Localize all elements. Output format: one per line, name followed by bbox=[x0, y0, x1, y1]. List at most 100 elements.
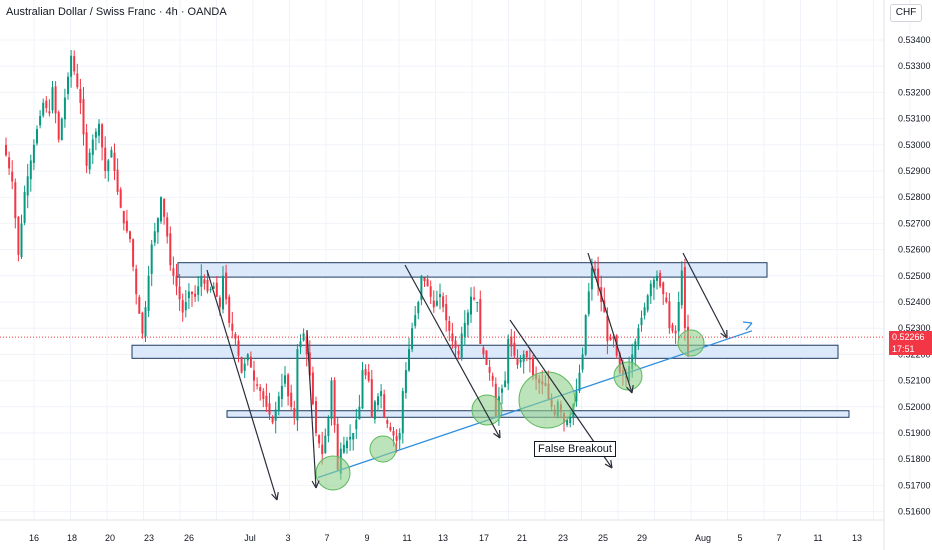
highlight-circle bbox=[518, 371, 576, 429]
candle-body bbox=[677, 302, 680, 332]
candle-body bbox=[386, 420, 389, 424]
candle-body bbox=[507, 338, 510, 384]
projection-arrow bbox=[682, 252, 728, 339]
candle-body bbox=[225, 272, 228, 300]
candle-body bbox=[132, 239, 135, 267]
candle-body bbox=[373, 401, 376, 420]
candle-body bbox=[389, 426, 392, 431]
candle-body bbox=[299, 341, 302, 348]
candle-body bbox=[268, 403, 271, 415]
candle-body bbox=[423, 277, 426, 282]
candle-body bbox=[150, 244, 153, 274]
candle-body bbox=[11, 171, 14, 182]
time-tick-label: 23 bbox=[144, 533, 154, 543]
candle-body bbox=[8, 157, 11, 169]
candle-body bbox=[640, 317, 643, 326]
candle-body bbox=[39, 115, 42, 126]
candle-body bbox=[253, 370, 255, 381]
candle-body bbox=[240, 357, 243, 373]
candle-body bbox=[476, 302, 479, 303]
time-tick-label: 5 bbox=[737, 533, 742, 543]
candle-body bbox=[466, 312, 469, 325]
currency-selector[interactable]: CHF bbox=[890, 4, 922, 22]
candle-body bbox=[349, 436, 352, 440]
candle-body bbox=[597, 268, 600, 287]
candle-body bbox=[280, 385, 283, 399]
candle-body bbox=[426, 279, 429, 287]
candle-body bbox=[612, 337, 615, 339]
candle-body bbox=[330, 380, 333, 419]
projection-arrowhead bbox=[626, 384, 634, 394]
time-tick-label: 11 bbox=[813, 533, 822, 543]
candle-body bbox=[637, 328, 640, 345]
candle-body bbox=[32, 144, 35, 163]
time-tick-label: 21 bbox=[517, 533, 527, 543]
candle-body bbox=[662, 282, 665, 295]
candle-body bbox=[346, 440, 348, 449]
highlight-circle bbox=[677, 329, 705, 357]
candle-body bbox=[327, 417, 330, 436]
candle-body bbox=[259, 387, 262, 392]
candle-body bbox=[457, 351, 460, 355]
candle-body bbox=[70, 55, 73, 77]
candle-body bbox=[197, 286, 200, 295]
candle-body bbox=[20, 223, 23, 257]
candle-body bbox=[367, 371, 370, 381]
candle-body bbox=[153, 231, 156, 243]
candle-body bbox=[101, 124, 104, 148]
candle-body bbox=[674, 330, 677, 334]
candle-body bbox=[510, 336, 513, 347]
candle-body bbox=[333, 380, 336, 426]
candle-body bbox=[187, 291, 190, 299]
candle-body bbox=[680, 270, 683, 306]
candle-body bbox=[222, 275, 224, 310]
projection-arrow bbox=[587, 252, 633, 394]
candle-body bbox=[609, 337, 612, 340]
price-tick-label: 0.51900 bbox=[898, 428, 931, 438]
price-tick-label: 0.51700 bbox=[898, 480, 931, 490]
candle-body bbox=[649, 283, 652, 297]
candle-body bbox=[135, 268, 138, 295]
bar-countdown-tag: 17:51 bbox=[889, 343, 932, 356]
highlight-circle bbox=[613, 361, 643, 391]
candle-body bbox=[578, 372, 581, 392]
candle-body bbox=[342, 444, 345, 453]
candle-body bbox=[485, 350, 488, 365]
candle-body bbox=[246, 354, 249, 361]
price-tick-label: 0.52800 bbox=[898, 192, 931, 202]
candle-body bbox=[513, 342, 516, 356]
candle-body bbox=[358, 406, 361, 420]
candle-body bbox=[395, 435, 398, 441]
time-tick-label: 9 bbox=[364, 533, 369, 543]
projection-arrowhead bbox=[493, 429, 501, 439]
price-tick-label: 0.53100 bbox=[898, 114, 931, 124]
candle-body bbox=[501, 388, 503, 393]
candle-body bbox=[287, 374, 290, 397]
projection-arrow bbox=[306, 329, 317, 489]
candle-body bbox=[163, 198, 166, 217]
time-tick-label: Jul bbox=[244, 533, 256, 543]
price-tick-label: 0.53000 bbox=[898, 140, 931, 150]
candle-body bbox=[488, 367, 491, 373]
candle-body bbox=[652, 279, 655, 288]
candle-body bbox=[581, 354, 584, 370]
chart-title: Australian Dollar / Swiss Franc · 4h · O… bbox=[6, 6, 227, 18]
time-tick-label: 7 bbox=[776, 533, 781, 543]
candle-body bbox=[519, 359, 522, 363]
candle-body bbox=[265, 395, 268, 407]
highlight-circle bbox=[471, 394, 503, 426]
candle-body bbox=[54, 86, 57, 114]
candle-body bbox=[85, 132, 88, 166]
candle-body bbox=[643, 307, 646, 316]
candle-body bbox=[76, 73, 79, 88]
candle-body bbox=[119, 189, 122, 208]
candle-body bbox=[528, 358, 531, 360]
time-tick-label: 18 bbox=[67, 533, 77, 543]
candle-body bbox=[318, 435, 321, 444]
candle-body bbox=[445, 304, 448, 321]
last-price-tag: 0.52266 bbox=[889, 331, 932, 344]
candle-body bbox=[355, 419, 358, 430]
candle-body bbox=[14, 182, 17, 219]
